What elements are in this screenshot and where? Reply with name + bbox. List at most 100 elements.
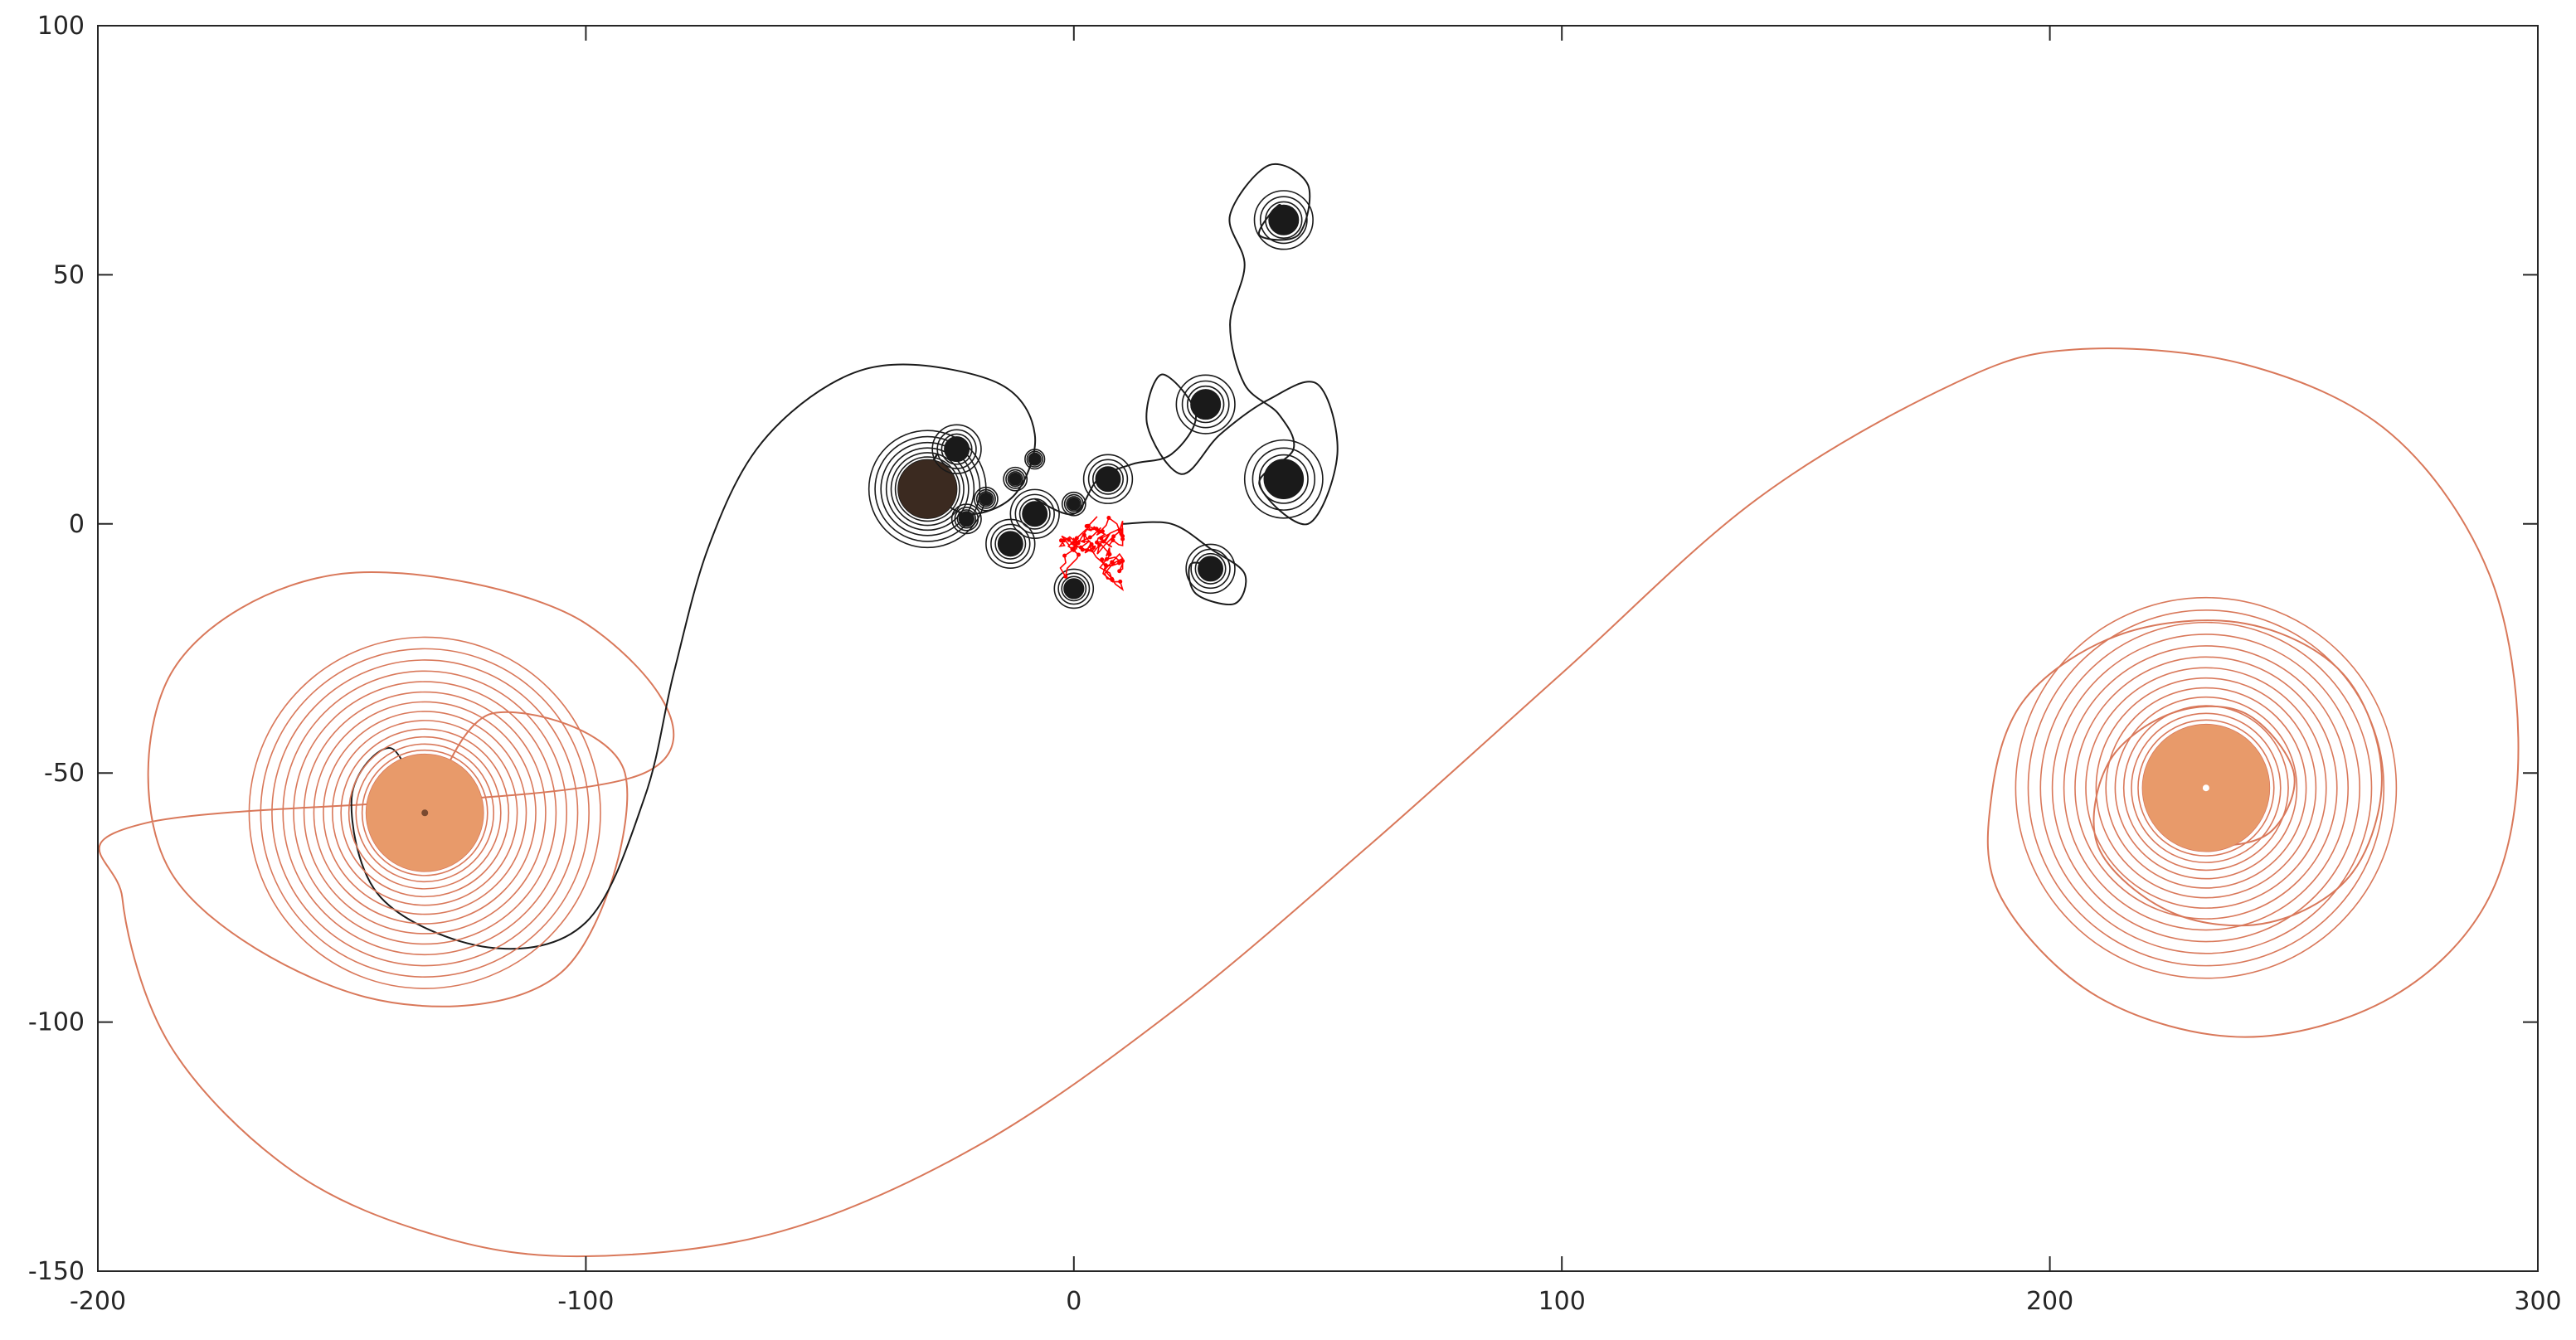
vortex-core-1: [2015, 596, 2398, 979]
series-layer: [98, 163, 2520, 1258]
vortex-ring-0-2: [355, 743, 495, 883]
y-tick-label: -50: [44, 759, 85, 788]
vortex-ring-6-2: [1190, 548, 1231, 590]
vortex-disk-8: [944, 436, 970, 462]
vortex-ring-13-1: [1007, 471, 1023, 488]
vortex-core-6: [1185, 543, 1236, 595]
vortex-ring-5-2: [1252, 447, 1316, 511]
red-particle: [1105, 556, 1109, 561]
vortex-ring-15-1: [1061, 575, 1087, 602]
black-filament-line-2: [1034, 163, 1339, 526]
vortex-ring-12-3: [973, 486, 999, 512]
vortex-ring-12-1: [978, 491, 994, 507]
vortex-ring-11-1: [956, 509, 977, 529]
vortex-ring-1-12: [2027, 609, 2385, 967]
vortex-center-dot-1: [2202, 784, 2209, 792]
vortex-ring-13-2: [1005, 469, 1026, 489]
vortex-ring-2-1: [894, 456, 960, 522]
red-particle: [1067, 537, 1072, 542]
red-particle: [1120, 534, 1125, 538]
vortex-ring-3-1: [1265, 201, 1303, 240]
x-tick-label: 100: [1538, 1287, 1586, 1316]
vortex-ring-1-2: [2131, 712, 2282, 863]
vortex-ring-0-9: [293, 681, 557, 945]
vortex-ring-7-1: [1091, 463, 1124, 495]
vortex-ring-3-2: [1259, 196, 1308, 245]
y-tick-label: 100: [37, 12, 85, 41]
vortex-ring-15-2: [1057, 572, 1091, 605]
vortex-core-0: [248, 636, 601, 989]
vortex-ring-2-4: [880, 441, 975, 536]
x-tick-label: 300: [2514, 1287, 2561, 1316]
red-particle: [1120, 536, 1125, 541]
vortex-ring-2-3: [885, 447, 970, 532]
red-particle: [1063, 574, 1068, 579]
vortex-ring-11-2: [954, 506, 979, 532]
vortex-disk-6: [1198, 556, 1223, 581]
vortex-core-7: [1082, 454, 1134, 504]
red-particle: [1117, 569, 1122, 574]
axes-box: [97, 25, 2539, 1272]
vortex-core-8: [931, 424, 982, 474]
vortex-disk-4: [1190, 389, 1221, 420]
y-tick-label: -150: [28, 1257, 85, 1286]
y-axis-ticks: -150 -100 -50 0 50 100: [28, 12, 2538, 1286]
vortex-ring-0-1: [361, 749, 488, 876]
red-particle: [1091, 545, 1096, 550]
vortex-core-4: [1175, 374, 1236, 435]
vortex-ring-1-8: [2074, 656, 2338, 920]
vortex-ring-11-3: [950, 503, 982, 535]
vortex-disk-5: [1264, 459, 1304, 499]
vortex-ring-1-9: [2063, 645, 2349, 931]
plot-background: [98, 26, 2538, 1271]
vortex-core-5: [1243, 439, 1324, 519]
red-particle: [1120, 559, 1125, 563]
vortex-center-dot-0: [421, 809, 429, 817]
red-particle: [1101, 539, 1106, 544]
x-tick-label: -100: [557, 1287, 614, 1316]
vortex-ring-8-1: [940, 433, 973, 465]
vortex-ring-1-11: [2039, 621, 2373, 954]
vortex-core-2: [868, 430, 987, 549]
vortex-ring-9-2: [990, 523, 1031, 565]
vortex-disk-13: [1009, 473, 1022, 485]
vortex-ring-6-3: [1185, 543, 1236, 595]
vortex-ring-0-6: [323, 711, 527, 915]
red-particle: [1087, 535, 1092, 540]
red-particle: [1111, 538, 1115, 542]
orange-spiral-filament-line-0: [98, 347, 2520, 1258]
vortex-disk-7: [1096, 467, 1120, 492]
y-tick-label: 50: [53, 260, 85, 289]
red-particle: [1103, 563, 1108, 568]
vortex-core-16: [1061, 491, 1086, 517]
vortex-ring-16-3: [1061, 491, 1086, 517]
vortex-core-9: [985, 518, 1036, 570]
vortex-ring-14-3: [1024, 449, 1046, 470]
red-particle: [1111, 561, 1115, 566]
vortex-disk-2: [897, 459, 957, 519]
vortex-disk-12: [979, 493, 992, 505]
vortex-ring-0-3: [348, 736, 502, 890]
vortex-ring-2-2: [890, 452, 965, 527]
vortex-ring-15-3: [1053, 568, 1095, 609]
vortex-ring-8-2: [936, 429, 977, 469]
vortex-ring-6-1: [1194, 552, 1227, 585]
vortex-ring-10-2: [1014, 493, 1055, 534]
vortex-disk-15: [1064, 579, 1084, 599]
vortex-ring-16-2: [1063, 493, 1084, 514]
vortex-disk-11: [959, 511, 975, 527]
vortex-ring-3-3: [1253, 190, 1314, 250]
vortex-ring-14-1: [1028, 452, 1042, 466]
red-particle: [1062, 553, 1067, 558]
y-tick-label: -100: [28, 1008, 85, 1037]
red-particle: [1074, 536, 1079, 541]
red-particle: [1062, 538, 1067, 543]
red-particle: [1095, 540, 1099, 545]
vortex-ring-7-3: [1082, 454, 1134, 504]
red-particle: [1072, 547, 1077, 552]
vortex-disk-9: [998, 532, 1023, 556]
red-particle: [1086, 523, 1091, 528]
red-particle: [1110, 576, 1115, 581]
red-particle: [1076, 541, 1081, 546]
